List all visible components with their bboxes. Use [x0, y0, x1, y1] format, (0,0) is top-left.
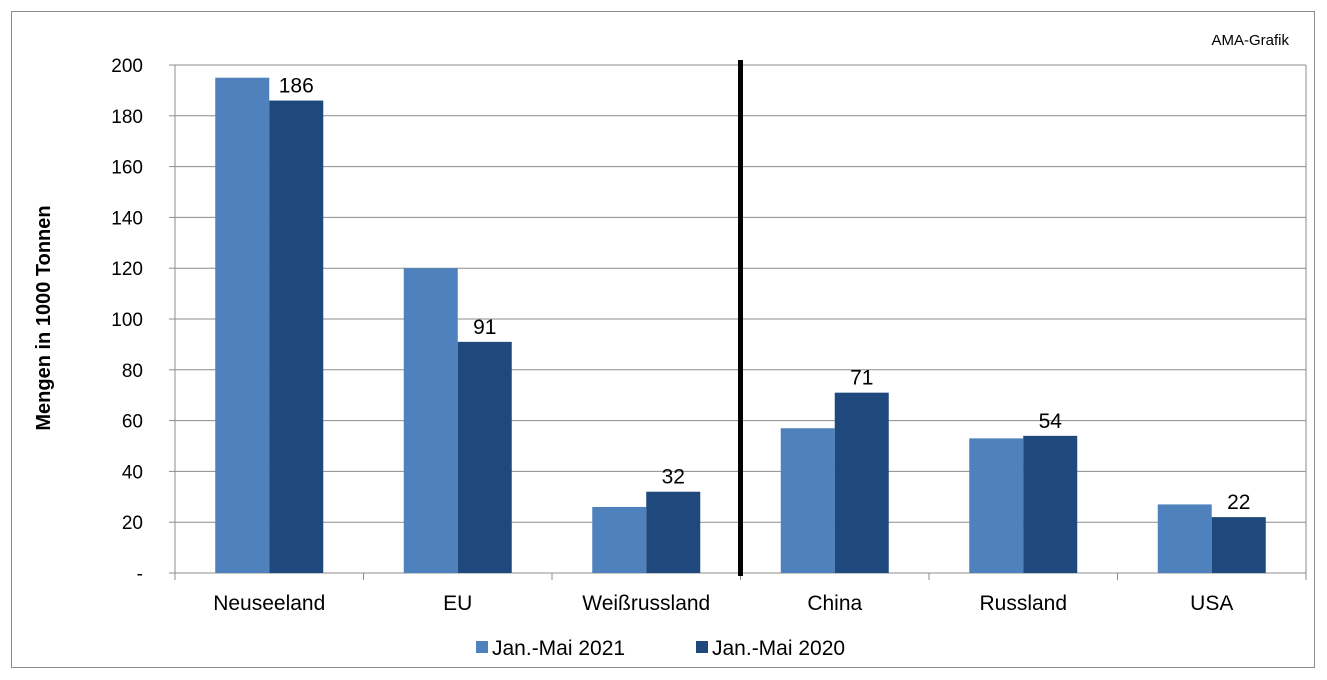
x-category-label: Russland	[979, 592, 1067, 615]
bars-group	[215, 60, 1266, 576]
legend-swatch	[476, 641, 488, 653]
data-label: 186	[279, 75, 314, 98]
y-tick-label: 80	[122, 361, 143, 382]
legend-label: Jan.-Mai 2021	[492, 637, 625, 660]
data-label: 71	[850, 367, 873, 390]
y-tick-label: 200	[111, 56, 143, 77]
y-axis-label: Mengen in 1000 Tonnen	[33, 205, 55, 430]
y-tick-label: 120	[111, 259, 143, 280]
y-tick-label: 100	[111, 310, 143, 331]
x-category-label: USA	[1190, 592, 1233, 615]
chart-credit: AMA-Grafik	[1211, 32, 1289, 49]
bar-2021	[215, 77, 270, 573]
data-label: 91	[473, 316, 496, 339]
bar-2020	[646, 491, 701, 573]
bar-2021	[592, 506, 647, 573]
x-axis-categories: Neuseeland EU Weißrussland China Russland USA	[213, 592, 1233, 615]
bar-2020	[1023, 435, 1078, 573]
y-tick-label: 140	[111, 208, 143, 229]
x-category-label: EU	[443, 592, 472, 615]
y-tick-label: 40	[122, 462, 143, 483]
data-labels: 186 91 32 71 54 22	[279, 75, 1251, 515]
y-tick-label: 60	[122, 412, 143, 433]
bar-2021	[1157, 504, 1212, 573]
x-category-label: Neuseeland	[213, 592, 325, 615]
x-category-label: Weißrussland	[582, 592, 710, 615]
data-label: 32	[662, 466, 685, 489]
bar-2020	[269, 100, 324, 573]
bar-2021	[969, 438, 1024, 573]
bar-2021	[403, 268, 458, 573]
bar-2020	[1211, 517, 1266, 573]
y-tick-label: 20	[122, 513, 143, 534]
bar-2020	[457, 341, 512, 573]
data-label: 22	[1227, 491, 1250, 514]
data-label: 54	[1039, 410, 1063, 433]
legend-swatch	[696, 641, 708, 653]
bar-2020	[834, 392, 889, 573]
bar-2021	[780, 428, 835, 573]
y-tick-label: -	[137, 564, 143, 585]
y-tick-label: 160	[111, 158, 143, 179]
legend-label: Jan.-Mai 2020	[712, 637, 845, 660]
x-category-label: China	[807, 592, 862, 615]
y-tick-label: 180	[111, 107, 143, 128]
y-axis-ticks: - 20 40 60 80 100 120 140 160 180 200	[111, 56, 143, 585]
legend: Jan.-Mai 2021 Jan.-Mai 2020	[476, 637, 845, 660]
